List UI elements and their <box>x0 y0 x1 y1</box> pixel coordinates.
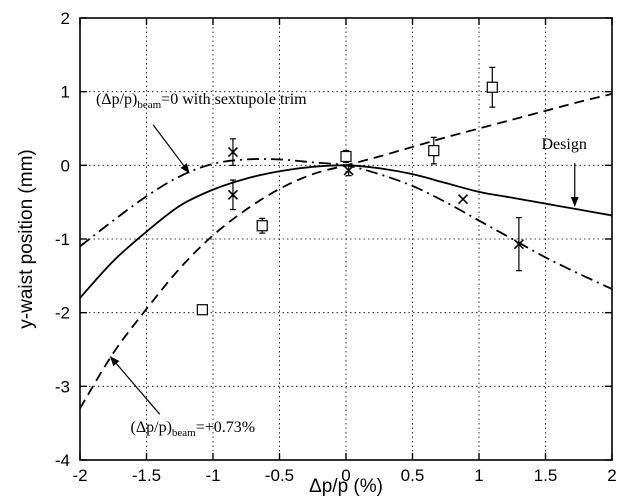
y-tick-label: -2 <box>55 304 70 323</box>
annotation-text: (Δp/p)beam=+0.73% <box>131 419 256 439</box>
y-tick-label: 0 <box>61 156 70 175</box>
square-point <box>340 150 352 163</box>
cross-marker <box>343 165 354 176</box>
y-tick-label: 1 <box>61 83 70 102</box>
cross-marker <box>227 147 239 158</box>
y-tick-label: 2 <box>61 9 70 28</box>
annotation-subscript: beam <box>137 99 161 111</box>
x-tick-label: 1 <box>474 466 483 485</box>
x-tick-label: -1.5 <box>132 466 161 485</box>
curve-dash-dot <box>79 158 613 290</box>
x-tick-label: 1.5 <box>534 466 558 485</box>
cross-marker <box>513 239 524 250</box>
cross-point <box>343 164 354 177</box>
cross-point <box>227 138 239 166</box>
annotation-text: Design <box>542 136 587 153</box>
annotation-main: Design <box>542 136 587 153</box>
annotation-main: (Δp/p) <box>96 91 137 108</box>
data-points <box>196 66 524 316</box>
square-marker <box>256 220 268 232</box>
y-axis-label: y-waist position (mm) <box>16 149 37 328</box>
annotation-rest: =+0.73% <box>196 419 255 436</box>
annotation-arrow <box>152 124 190 174</box>
grid <box>80 18 612 460</box>
cross-marker <box>457 194 469 205</box>
ticks: -2 -1.5 -1 -0.5 0 0.5 1 1.5 2 -4 -3 -2 -1 0 1 2 <box>55 9 617 485</box>
x-tick-label: -0.5 <box>265 466 294 485</box>
cross-point <box>513 217 524 272</box>
square-marker <box>428 145 440 157</box>
square-marker <box>340 150 352 163</box>
x-tick-label: 2 <box>607 466 616 485</box>
x-tick-label: 0 <box>341 466 350 485</box>
square-point <box>196 304 208 316</box>
annotation-rest: =0 with sextupole trim <box>161 91 307 108</box>
square-point <box>428 136 440 165</box>
annotations: (Δp/p)beam=0 with sextupole trimDesign(Δ… <box>96 91 587 439</box>
annotation-main: (Δp/p) <box>131 419 172 436</box>
y-tick-label: -3 <box>55 377 70 396</box>
square-point <box>256 217 268 234</box>
cross-point <box>457 194 469 205</box>
square-point <box>486 66 498 108</box>
cross-marker <box>227 189 239 200</box>
square-marker <box>196 304 208 316</box>
y-tick-label: -1 <box>55 230 70 249</box>
square-marker <box>486 81 498 93</box>
x-axis-label: Δp/p (%) <box>309 476 383 497</box>
y-tick-label: -4 <box>55 451 70 470</box>
x-tick-label: -2 <box>72 466 87 485</box>
x-tick-label: 0.5 <box>401 466 425 485</box>
cross-point <box>227 179 239 211</box>
annotation-arrow <box>109 356 161 415</box>
annotation-text: (Δp/p)beam=0 with sextupole trim <box>96 91 307 111</box>
annotation-subscript: beam <box>172 427 196 439</box>
x-tick-label: -1 <box>205 466 220 485</box>
